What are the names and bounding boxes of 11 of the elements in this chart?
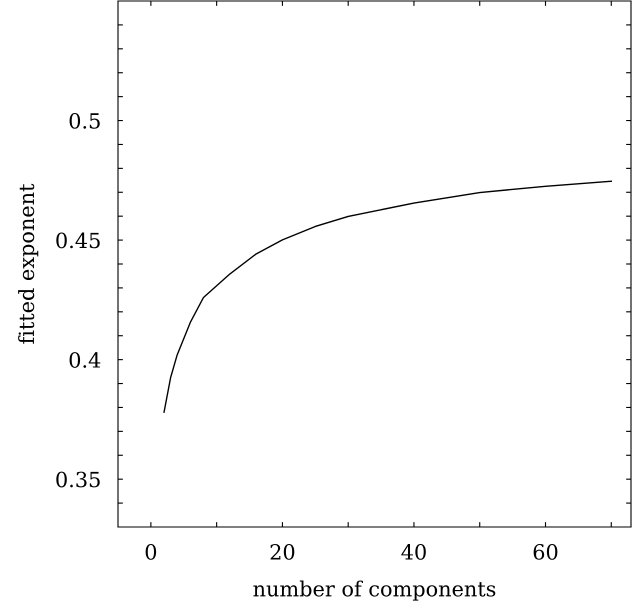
x-tick-label: 0 xyxy=(146,544,156,560)
y-tick-label: 0.35 xyxy=(56,472,100,488)
y-tick-label: 0.5 xyxy=(70,113,100,129)
x-axis-title: number of components xyxy=(253,580,496,601)
line-series xyxy=(163,180,612,413)
x-tick-label: 60 xyxy=(534,544,558,560)
x-tick-label: 20 xyxy=(270,544,294,560)
x-tick-label: 40 xyxy=(401,544,426,560)
y-tick-label: 0.4 xyxy=(70,352,100,368)
y-tick-label: 0.45 xyxy=(56,232,100,248)
y-axis-title: fitted exponent xyxy=(18,184,38,344)
